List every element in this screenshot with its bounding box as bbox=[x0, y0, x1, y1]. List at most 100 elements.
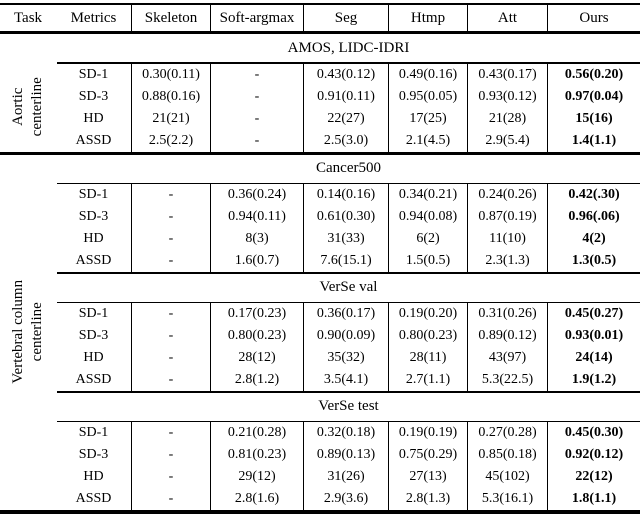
value-cell: 0.30(0.11) bbox=[131, 63, 210, 86]
value-cell: 0.93(0.01) bbox=[547, 325, 640, 347]
header-rule bbox=[0, 31, 640, 34]
value-cell: 2.5(3.0) bbox=[303, 129, 388, 152]
value-cell: 1.8(1.1) bbox=[547, 488, 640, 510]
value-cell: 2.8(1.2) bbox=[210, 369, 303, 391]
value-cell: 1.6(0.7) bbox=[210, 250, 303, 272]
metric-cell: ASSD bbox=[75, 372, 112, 387]
value-cell: - bbox=[131, 184, 210, 206]
value-cell: - bbox=[131, 206, 210, 228]
metric-cell: SD-3 bbox=[78, 209, 109, 224]
task-label-line: centerline bbox=[29, 302, 45, 362]
value-cell: 4(2) bbox=[547, 228, 640, 250]
column-header-att: Att bbox=[467, 5, 547, 31]
metric-cell: HD bbox=[83, 350, 104, 365]
value-cell: 11(10) bbox=[467, 228, 547, 250]
metric-cell: SD-1 bbox=[78, 66, 109, 82]
value-cell: 43(97) bbox=[467, 347, 547, 369]
table-row: HD 21(21) -22(27) 17(25) 21(28) 15(16) bbox=[0, 107, 640, 130]
value-cell: 0.21(0.28) bbox=[210, 422, 303, 444]
value-cell: 0.91(0.11) bbox=[303, 85, 388, 108]
value-cell: 0.94(0.08) bbox=[388, 206, 467, 228]
task-label-line: centerline bbox=[29, 77, 46, 137]
value-cell: 22(27) bbox=[303, 107, 388, 130]
column-header-task: Task bbox=[13, 9, 43, 26]
value-cell: 2.5(2.2) bbox=[131, 129, 210, 152]
value-cell: 0.34(0.21) bbox=[388, 184, 467, 206]
table-row: ASSD -2.8(1.6) 2.9(3.6) 2.8(1.3) 5.3(16.1) 1.… bbox=[0, 488, 640, 510]
section-header-rule bbox=[57, 301, 640, 303]
value-cell: 21(28) bbox=[467, 107, 547, 130]
task-label-line: Vertebral column bbox=[10, 280, 27, 384]
metric-cell: HD bbox=[83, 231, 104, 246]
section-title-row: VerSe test bbox=[0, 393, 640, 421]
section-title: AMOS, LIDC-IDRI bbox=[287, 39, 410, 56]
value-cell: - bbox=[131, 250, 210, 272]
value-cell: 0.27(0.28) bbox=[467, 422, 547, 444]
value-cell: 0.97(0.04) bbox=[547, 85, 640, 108]
value-cell: - bbox=[210, 129, 303, 152]
value-cell: 0.45(0.27) bbox=[547, 303, 640, 325]
value-cell: 0.87(0.19) bbox=[467, 206, 547, 228]
value-cell: 3.5(4.1) bbox=[303, 369, 388, 391]
value-cell: - bbox=[210, 85, 303, 108]
table-row: HD -29(12) 31(26) 27(13) 45(102) 22(12) bbox=[0, 466, 640, 488]
value-cell: 0.95(0.05) bbox=[388, 85, 467, 108]
task-label-text: Aortic centerline bbox=[9, 77, 47, 136]
table-row: SD-3-0.80(0.23) 0.90(0.09) 0.80(0.23) 0.89(… bbox=[0, 325, 640, 347]
metric-cell: ASSD bbox=[75, 253, 112, 268]
section-title: VerSe test bbox=[318, 398, 379, 414]
table-row: ASSD -2.8(1.2) 3.5(4.1) 2.7(1.1) 5.3(22.5) 1.… bbox=[0, 369, 640, 391]
value-cell: 0.56(0.20) bbox=[547, 63, 640, 86]
section-divider-rule bbox=[0, 510, 640, 514]
value-cell: 31(33) bbox=[303, 228, 388, 250]
section-title-row: Cancer500 bbox=[0, 155, 640, 183]
value-cell: 8(3) bbox=[210, 228, 303, 250]
value-cell: 29(12) bbox=[210, 466, 303, 488]
value-cell: 0.49(0.16) bbox=[388, 63, 467, 86]
value-cell: 35(32) bbox=[303, 347, 388, 369]
column-header-skeleton: Skeleton bbox=[131, 5, 210, 31]
metric-cell: SD-1 bbox=[78, 425, 109, 440]
table-row: SD-1 -0.36(0.24) 0.14(0.16) 0.34(0.21) 0.24(… bbox=[0, 184, 640, 206]
metric-cell: HD bbox=[83, 110, 104, 126]
table-row: HD -28(12) 35(32) 28(11) 43(97) 24(14) bbox=[0, 347, 640, 369]
section-divider-rule bbox=[0, 151, 640, 155]
table-body: AMOS, LIDC-IDRI SD-1 0.30(0.11) -0.43(0.12)… bbox=[0, 34, 640, 514]
table-row: SD-1 0.30(0.11) -0.43(0.12) 0.49(0.16) 0.43(… bbox=[0, 63, 640, 86]
value-cell: 22(12) bbox=[547, 466, 640, 488]
value-cell: - bbox=[131, 466, 210, 488]
value-cell: 2.1(4.5) bbox=[388, 129, 467, 152]
value-cell: - bbox=[210, 63, 303, 86]
value-cell: 0.75(0.29) bbox=[388, 444, 467, 466]
value-cell: 0.42(.30) bbox=[547, 184, 640, 206]
value-cell: 0.80(0.23) bbox=[210, 325, 303, 347]
value-cell: 0.80(0.23) bbox=[388, 325, 467, 347]
table-row: SD-1 -0.21(0.28) 0.32(0.18) 0.19(0.19) 0.27(… bbox=[0, 422, 640, 444]
value-cell: 0.43(0.17) bbox=[467, 63, 547, 86]
value-cell: 0.36(0.24) bbox=[210, 184, 303, 206]
metric-cell: SD-1 bbox=[78, 187, 109, 202]
value-cell: 0.36(0.17) bbox=[303, 303, 388, 325]
column-header-metrics: Metrics bbox=[70, 9, 117, 26]
column-header-soft-argmax: Soft-argmax bbox=[210, 5, 303, 31]
value-cell: 0.92(0.12) bbox=[547, 444, 640, 466]
value-cell: - bbox=[210, 107, 303, 130]
value-cell: 1.5(0.5) bbox=[388, 250, 467, 272]
value-cell: 5.3(22.5) bbox=[467, 369, 547, 391]
section-divider-rule bbox=[57, 391, 640, 393]
value-cell: 0.90(0.09) bbox=[303, 325, 388, 347]
metric-cell: ASSD bbox=[75, 491, 112, 506]
metric-cell: SD-1 bbox=[78, 306, 109, 321]
section-title: VerSe val bbox=[319, 279, 378, 295]
value-cell: - bbox=[131, 228, 210, 250]
task-label-text: Vertebral column centerline bbox=[9, 280, 47, 384]
section-header-rule bbox=[57, 420, 640, 422]
value-cell: 17(25) bbox=[388, 107, 467, 130]
value-cell: 28(12) bbox=[210, 347, 303, 369]
value-cell: - bbox=[131, 347, 210, 369]
value-cell: 0.61(0.30) bbox=[303, 206, 388, 228]
value-cell: 1.4(1.1) bbox=[547, 129, 640, 152]
value-cell: 0.93(0.12) bbox=[467, 85, 547, 108]
value-cell: 7.6(15.1) bbox=[303, 250, 388, 272]
